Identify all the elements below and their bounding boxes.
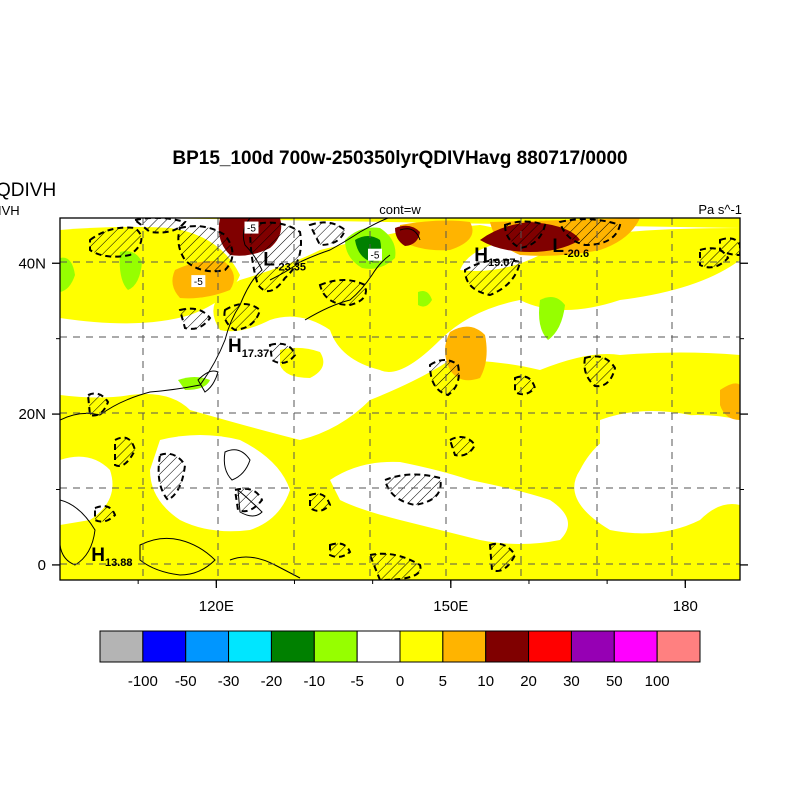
negative-field xyxy=(119,251,142,290)
contour-label-box xyxy=(191,275,206,288)
high-marker: H13.88 xyxy=(91,545,132,569)
positive-field xyxy=(400,220,473,251)
shaded-fields xyxy=(60,218,740,580)
contour-label-box xyxy=(367,248,382,261)
negative-field xyxy=(60,257,75,292)
negative-field xyxy=(418,291,432,307)
map-grid xyxy=(60,218,740,580)
y-tick-label: 0 xyxy=(38,557,46,574)
x-tick-label: 120E xyxy=(199,598,234,615)
neutral-field xyxy=(600,411,713,500)
x-tick-label: 180 xyxy=(673,598,698,615)
x-tick-label: 150E xyxy=(433,598,468,615)
center-label: cont=w xyxy=(379,202,421,217)
low-marker: L-20.6 xyxy=(552,236,589,260)
axis-ticks: 120E 150E 180 40N 20N 0 xyxy=(18,255,748,615)
y-tick-label: 40N xyxy=(18,255,46,272)
left-subtitle: IVH xyxy=(0,203,20,218)
plot-title: BP15_100d 700w-250350lyrQDIVHavg 880717/… xyxy=(172,148,628,169)
high-marker: H17.37 xyxy=(228,336,269,360)
y-tick-label: 20N xyxy=(18,406,46,423)
left-title: QDIVH xyxy=(0,180,57,201)
coastlines xyxy=(60,218,421,579)
contour-label: -5 xyxy=(194,277,203,288)
units-label: Pa s^-1 xyxy=(698,202,742,217)
negative-field xyxy=(539,296,565,340)
positive-field xyxy=(720,383,740,420)
annotation-layer: H17.37 L-23.35 H19.07 L-20.6 H13.88 -5 -5 -5 xyxy=(91,221,589,569)
contour-label: -5 xyxy=(247,224,256,235)
plot-frame xyxy=(59,217,741,581)
low-marker: L-23.35 xyxy=(263,250,306,274)
contour-label-box xyxy=(244,221,259,234)
positive-field xyxy=(150,218,740,372)
contour-label: -5 xyxy=(371,251,380,262)
high-marker: H19.07 xyxy=(474,245,515,269)
contour-lines xyxy=(86,218,740,580)
